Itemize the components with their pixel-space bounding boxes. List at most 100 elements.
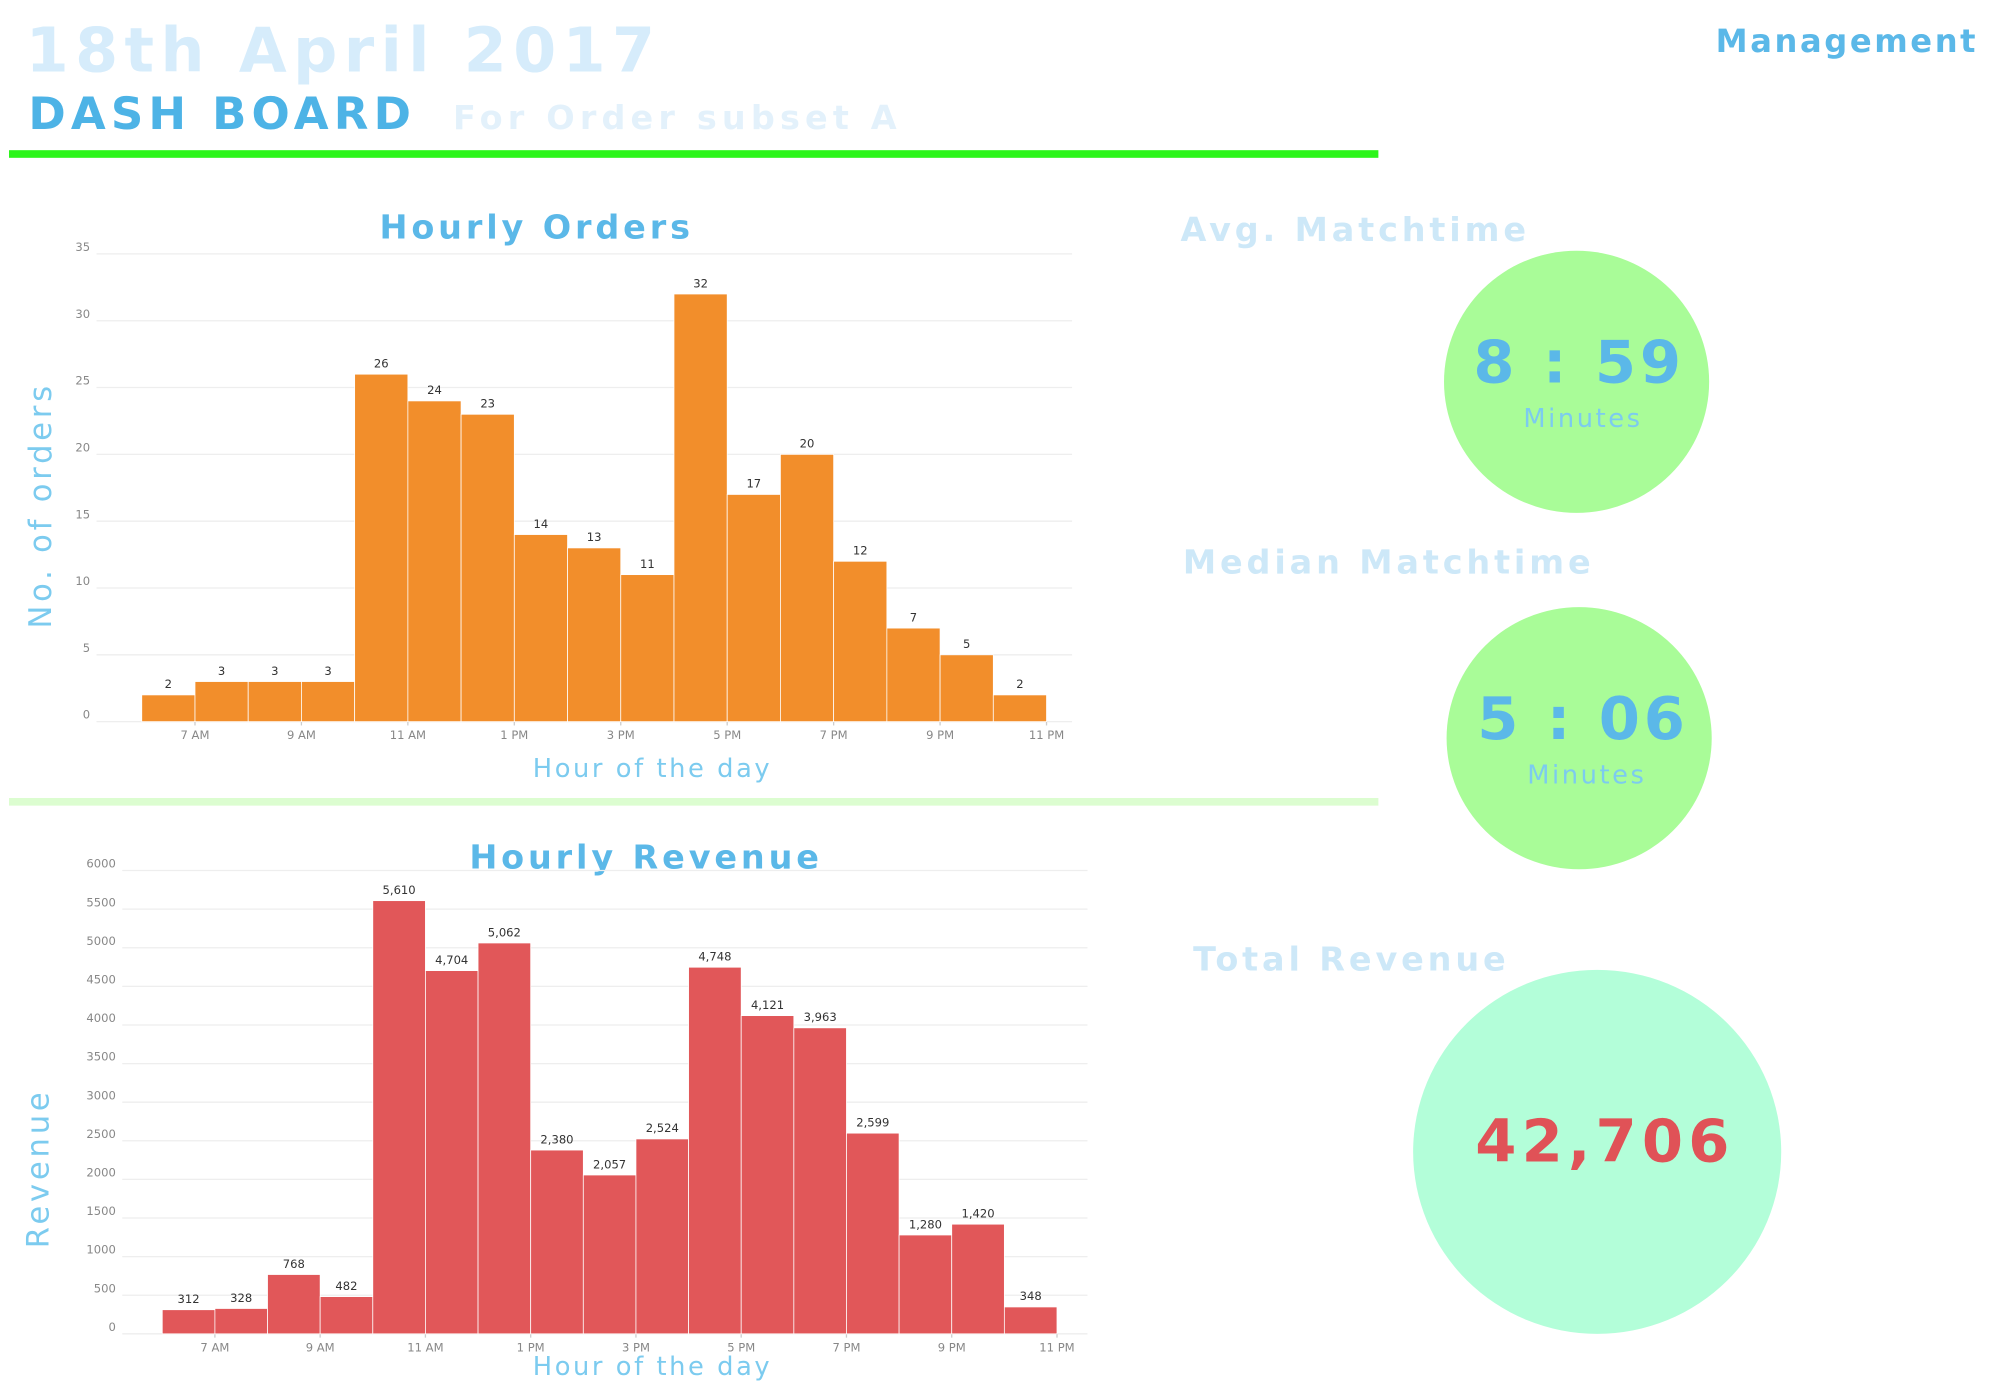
bar: [407, 400, 462, 723]
kpi-circle: [1444, 250, 1710, 513]
y-tick-label: 25: [75, 374, 90, 388]
y-axis-label: Revenue: [20, 1089, 56, 1249]
bar: [214, 1308, 268, 1335]
kpi-label: Median Matchtime: [1183, 542, 1595, 581]
y-tick-label: 6000: [86, 857, 115, 871]
divider: [9, 798, 1379, 806]
x-tick-label: 3 PM: [607, 728, 635, 742]
data-label: 2,599: [856, 1116, 889, 1130]
bar: [141, 694, 196, 723]
y-tick-label: 2000: [86, 1166, 115, 1180]
bar: [886, 627, 941, 723]
x-tick-label: 7 AM: [181, 728, 210, 742]
data-label: 482: [335, 1279, 357, 1293]
y-tick-label: 1500: [86, 1204, 115, 1218]
x-axis-label: Hour of the day: [533, 754, 772, 784]
x-tick-label: 11 PM: [1039, 1340, 1074, 1354]
data-label: 24: [427, 383, 442, 397]
kpi-circle: [1413, 969, 1782, 1334]
kpi-unit: Minutes: [1523, 404, 1642, 434]
x-tick-label: 5 PM: [713, 728, 741, 742]
y-tick-label: 5500: [86, 895, 115, 909]
data-label: 348: [1020, 1289, 1042, 1303]
bar: [992, 694, 1047, 723]
y-tick-label: 0: [108, 1320, 115, 1334]
kpi-value: 5 : 06: [1477, 684, 1689, 753]
bar: [793, 1027, 847, 1335]
y-tick-label: 4500: [86, 973, 115, 987]
data-label: 20: [800, 437, 815, 451]
y-tick-label: 3500: [86, 1050, 115, 1064]
data-label: 32: [693, 276, 708, 290]
bar: [530, 1149, 584, 1335]
x-tick-label: 9 PM: [938, 1340, 966, 1354]
data-label: 328: [230, 1291, 252, 1305]
subtitle: For Order subset A: [453, 98, 902, 137]
data-label: 13: [587, 530, 602, 544]
data-label: 23: [480, 397, 495, 411]
x-tick-label: 1 PM: [500, 728, 528, 742]
bar: [161, 1309, 216, 1335]
kpi-value: 8 : 59: [1473, 328, 1685, 397]
bar: [688, 966, 742, 1335]
y-tick-label: 5: [83, 641, 90, 655]
x-tick-label: 3 PM: [622, 1340, 650, 1354]
kpi-label: Avg. Matchtime: [1181, 210, 1530, 249]
data-label: 768: [283, 1257, 305, 1271]
bar: [582, 1174, 637, 1335]
y-tick-label: 1000: [86, 1243, 115, 1257]
x-tick-label: 7 AM: [200, 1340, 229, 1354]
y-tick-label: 35: [75, 240, 90, 254]
x-tick-label: 11 PM: [1029, 728, 1064, 742]
bar: [1003, 1306, 1058, 1335]
data-label: 3,963: [804, 1010, 837, 1024]
dashboard-title: DASH BOARD: [28, 87, 416, 140]
x-tick-label: 1 PM: [517, 1340, 545, 1354]
data-label: 7: [910, 610, 917, 624]
data-label: 4,704: [435, 953, 468, 967]
x-tick-label: 7 PM: [832, 1340, 860, 1354]
bar: [635, 1138, 689, 1335]
bar: [726, 494, 781, 723]
x-tick-label: 11 AM: [390, 728, 426, 742]
bar: [567, 547, 622, 723]
bar: [301, 681, 356, 723]
data-label: 2,524: [646, 1121, 679, 1135]
bar: [780, 453, 835, 723]
y-tick-label: 30: [75, 307, 90, 321]
bar: [513, 534, 568, 723]
data-label: 2,057: [593, 1157, 626, 1171]
data-label: 2,380: [540, 1132, 573, 1146]
kpi-label: Total Revenue: [1193, 940, 1509, 979]
bar: [846, 1132, 900, 1335]
data-label: 3: [218, 664, 225, 678]
data-label: 1,420: [961, 1207, 994, 1221]
kpi-value: 42,706: [1475, 1107, 1734, 1176]
bar: [460, 413, 515, 723]
y-tick-label: 15: [75, 507, 90, 521]
bar: [267, 1274, 321, 1335]
bar: [319, 1296, 374, 1335]
bar: [372, 900, 426, 1335]
data-label: 5,610: [383, 883, 416, 897]
y-tick-label: 2500: [86, 1127, 115, 1141]
x-tick-label: 7 PM: [820, 728, 848, 742]
data-label: 26: [374, 357, 389, 371]
data-label: 4,748: [698, 950, 731, 964]
bar: [425, 970, 479, 1335]
bar: [673, 293, 728, 723]
kpi-unit: Minutes: [1527, 760, 1646, 790]
date: 18th April 2017: [26, 16, 662, 87]
x-tick-label: 9 AM: [287, 728, 316, 742]
bar: [939, 654, 994, 723]
x-tick-label: 11 AM: [407, 1340, 443, 1354]
bar: [951, 1223, 1005, 1335]
x-axis-label: Hour of the day: [533, 1352, 772, 1382]
bar: [740, 1015, 795, 1335]
chart-title: Hourly Orders: [379, 208, 693, 247]
bar: [620, 574, 675, 723]
data-label: 3: [324, 664, 331, 678]
data-label: 2: [165, 677, 172, 691]
divider: [9, 150, 1379, 158]
